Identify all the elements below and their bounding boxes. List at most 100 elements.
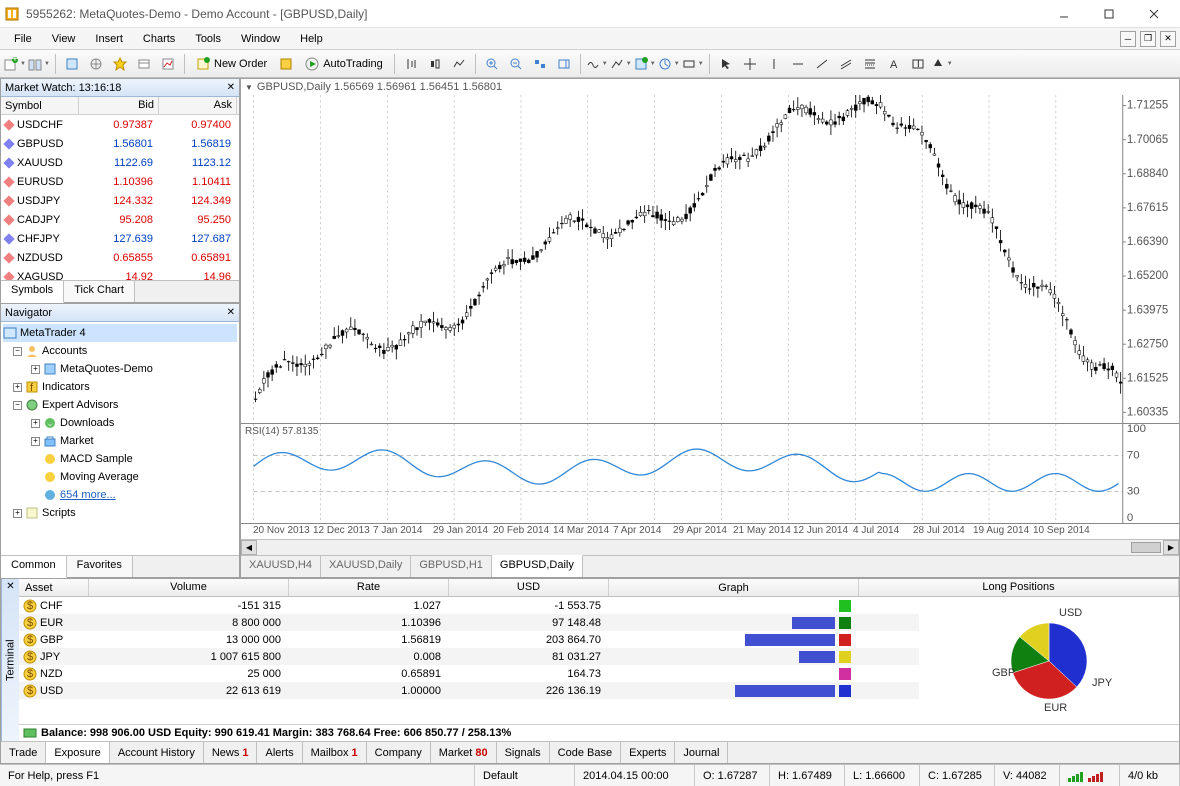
navigator-button[interactable] [109, 53, 131, 75]
exposure-row[interactable]: $CHF-151 3151.027-1 553.75 [19, 597, 919, 614]
chart-shift-button[interactable] [553, 53, 575, 75]
autotrading-button[interactable]: AutoTrading [299, 53, 389, 75]
market-watch-button[interactable] [61, 53, 83, 75]
tree-market[interactable]: +Market [3, 432, 237, 450]
terminal-tab[interactable]: News 1 [204, 742, 258, 763]
exp-col-long[interactable]: Long Positions [859, 579, 1179, 596]
zoom-in-button[interactable] [481, 53, 503, 75]
bar-chart-button[interactable] [400, 53, 422, 75]
minimize-button[interactable] [1041, 0, 1086, 28]
tree-macd[interactable]: MACD Sample [3, 450, 237, 468]
objects-button[interactable]: ▼ [682, 53, 704, 75]
mw-row[interactable]: NZDUSD0.658550.65891 [1, 248, 239, 267]
data-window-button[interactable] [85, 53, 107, 75]
exposure-row[interactable]: $NZD25 0000.65891164.73 [19, 665, 919, 682]
chart-scrollbar[interactable]: ◀ ▶ [241, 539, 1179, 555]
tree-accounts[interactable]: −Accounts [3, 342, 237, 360]
mw-tab-tickchart[interactable]: Tick Chart [64, 281, 135, 302]
trendline-button[interactable] [811, 53, 833, 75]
scroll-right-button[interactable]: ▶ [1163, 540, 1179, 555]
mdi-close-button[interactable]: ✕ [1160, 31, 1176, 47]
menu-charts[interactable]: Charts [133, 31, 185, 47]
exp-col-asset[interactable]: Asset [19, 579, 89, 596]
terminal-tab[interactable]: Company [367, 742, 431, 763]
mw-col-symbol[interactable]: Symbol [1, 97, 79, 114]
nav-tab-common[interactable]: Common [1, 556, 67, 578]
new-order-button[interactable]: New Order [190, 53, 273, 75]
chart-tab[interactable]: GBPUSD,H1 [411, 556, 492, 577]
horizontal-line-button[interactable] [787, 53, 809, 75]
tree-root[interactable]: MetaTrader 4 [3, 324, 237, 342]
tree-demo-account[interactable]: +MetaQuotes-Demo [3, 360, 237, 378]
auto-scroll-button[interactable] [529, 53, 551, 75]
market-watch-close-button[interactable]: ✕ [227, 82, 235, 93]
indicators-button[interactable]: ▼ [586, 53, 608, 75]
strategy-tester-button[interactable] [157, 53, 179, 75]
exp-col-rate[interactable]: Rate [289, 579, 449, 596]
mw-row[interactable]: USDJPY124.332124.349 [1, 191, 239, 210]
crosshair-button[interactable] [739, 53, 761, 75]
mw-row[interactable]: CADJPY95.20895.250 [1, 210, 239, 229]
terminal-close-button[interactable]: ✕ [5, 581, 16, 592]
menu-window[interactable]: Window [231, 31, 290, 47]
tree-indicators[interactable]: +fIndicators [3, 378, 237, 396]
terminal-button[interactable] [133, 53, 155, 75]
exp-col-volume[interactable]: Volume [89, 579, 289, 596]
exp-col-graph[interactable]: Graph [609, 579, 859, 596]
mw-row[interactable]: XAUUSD1122.691123.12 [1, 153, 239, 172]
terminal-tab[interactable]: Trade [1, 742, 46, 763]
mdi-restore-button[interactable]: ❐ [1140, 31, 1156, 47]
tree-movavg[interactable]: Moving Average [3, 468, 237, 486]
text-label-button[interactable]: T [907, 53, 929, 75]
tree-scripts[interactable]: +Scripts [3, 504, 237, 522]
mw-tab-symbols[interactable]: Symbols [1, 281, 64, 303]
exposure-row[interactable]: $USD22 613 6191.00000226 136.19 [19, 682, 919, 699]
chart-tab[interactable]: XAUUSD,Daily [321, 556, 411, 577]
line-chart-button[interactable] [448, 53, 470, 75]
periods-button[interactable]: ▼ [610, 53, 632, 75]
period-button[interactable]: ▼ [658, 53, 680, 75]
tree-more[interactable]: 654 more... [3, 486, 237, 504]
exposure-row[interactable]: $GBP13 000 0001.56819203 864.70 [19, 631, 919, 648]
arrows-button[interactable]: ▼ [931, 53, 953, 75]
terminal-tab[interactable]: Exposure [46, 742, 109, 763]
menu-tools[interactable]: Tools [185, 31, 231, 47]
chart-tab[interactable]: XAUUSD,H4 [241, 556, 321, 577]
terminal-tab[interactable]: Market 80 [431, 742, 497, 763]
terminal-tab[interactable]: Mailbox 1 [303, 742, 367, 763]
templates-button[interactable]: ▼ [634, 53, 656, 75]
mdi-minimize-button[interactable]: ─ [1120, 31, 1136, 47]
mw-row[interactable]: USDCHF0.973870.97400 [1, 115, 239, 134]
zoom-out-button[interactable] [505, 53, 527, 75]
profiles-button[interactable]: ▼ [28, 53, 50, 75]
maximize-button[interactable] [1086, 0, 1131, 28]
exp-col-usd[interactable]: USD [449, 579, 609, 596]
chart-tab[interactable]: GBPUSD,Daily [492, 555, 583, 577]
terminal-tab[interactable]: Experts [621, 742, 675, 763]
mw-col-ask[interactable]: Ask [159, 97, 237, 114]
channel-button[interactable] [835, 53, 857, 75]
exposure-row[interactable]: $JPY1 007 615 8000.00881 031.27 [19, 648, 919, 665]
fibonacci-button[interactable] [859, 53, 881, 75]
terminal-tab[interactable]: Alerts [257, 742, 302, 763]
menu-file[interactable]: File [4, 31, 42, 47]
rsi-indicator[interactable]: RSI(14) 57.8135 10070300 [241, 423, 1179, 523]
tree-downloads[interactable]: +Downloads [3, 414, 237, 432]
terminal-tab[interactable]: Account History [110, 742, 204, 763]
exposure-row[interactable]: $EUR8 800 0001.1039697 148.48 [19, 614, 919, 631]
cursor-button[interactable] [715, 53, 737, 75]
vertical-line-button[interactable] [763, 53, 785, 75]
scroll-left-button[interactable]: ◀ [241, 540, 257, 555]
price-chart[interactable]: 1.712551.700651.688401.676151.663901.652… [241, 95, 1179, 423]
menu-help[interactable]: Help [290, 31, 333, 47]
tree-experts[interactable]: −Expert Advisors [3, 396, 237, 414]
candle-chart-button[interactable] [424, 53, 446, 75]
mw-row[interactable]: EURUSD1.103961.10411 [1, 172, 239, 191]
text-button[interactable]: A [883, 53, 905, 75]
new-chart-button[interactable]: +▼ [4, 53, 26, 75]
mw-col-bid[interactable]: Bid [79, 97, 159, 114]
mw-row[interactable]: XAGUSD14.9214.96 [1, 267, 239, 280]
metaeditor-button[interactable] [275, 53, 297, 75]
mw-row[interactable]: GBPUSD1.568011.56819 [1, 134, 239, 153]
nav-tab-favorites[interactable]: Favorites [67, 556, 133, 577]
